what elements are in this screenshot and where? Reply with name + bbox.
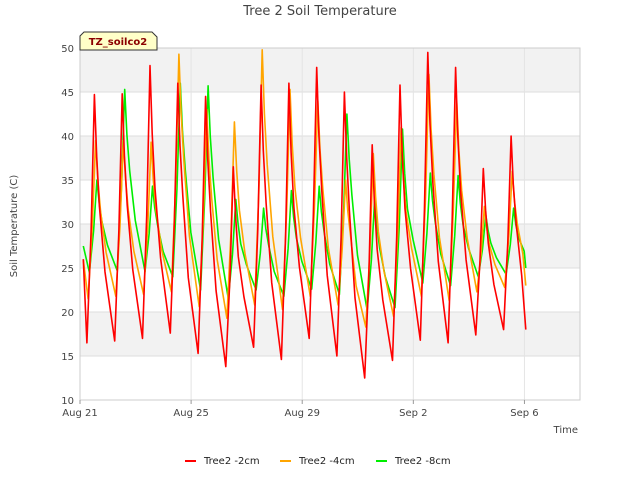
series-line (82, 51, 527, 379)
site-badge: TZ_soilco2 (79, 31, 158, 51)
plot-band (80, 356, 580, 400)
plot-band (80, 136, 580, 180)
y-tick-label: 15 (61, 352, 74, 363)
y-tick-label: 40 (61, 132, 74, 143)
y-tick-label: 50 (61, 44, 74, 55)
x-axis-ticks: Aug 21 Aug 25 Aug 29 Sep 2 Sep 6 (62, 400, 539, 419)
legend-label: Tree2 -8cm (394, 456, 451, 467)
series-line (82, 49, 527, 328)
badge-label: TZ_soilco2 (89, 37, 148, 48)
plot-band (80, 180, 580, 224)
y-tick-label: 30 (61, 220, 74, 231)
x-axis-label: Time (553, 425, 578, 436)
series-layer (82, 49, 527, 379)
plot-band (80, 312, 580, 356)
x-tick-label: Aug 29 (285, 408, 320, 419)
plot-frame (79, 47, 581, 401)
y-tick-label: 35 (61, 176, 74, 187)
x-tick-label: Aug 21 (62, 408, 97, 419)
legend: Tree2 -2cm Tree2 -4cm Tree2 -8cm (185, 456, 451, 467)
y-axis-ticks: 10 15 20 25 30 35 40 45 50 (61, 44, 74, 407)
x-tick-label: Sep 6 (510, 408, 538, 419)
y-tick-label: 10 (61, 396, 74, 407)
x-tick-label: Sep 2 (399, 408, 427, 419)
plot-band (80, 48, 580, 92)
legend-label: Tree2 -2cm (203, 456, 260, 467)
y-tick-label: 45 (61, 88, 74, 99)
y-axis-label: Soil Temperature (C) (9, 175, 20, 278)
y-tick-label: 20 (61, 308, 74, 319)
legend-label: Tree2 -4cm (298, 456, 355, 467)
chart-title: Tree 2 Soil Temperature (242, 4, 397, 19)
plot-band (80, 92, 580, 136)
y-tick-label: 25 (61, 264, 74, 275)
x-tick-label: Aug 25 (173, 408, 208, 419)
grid-lines (79, 47, 580, 401)
badge-box (79, 31, 158, 51)
